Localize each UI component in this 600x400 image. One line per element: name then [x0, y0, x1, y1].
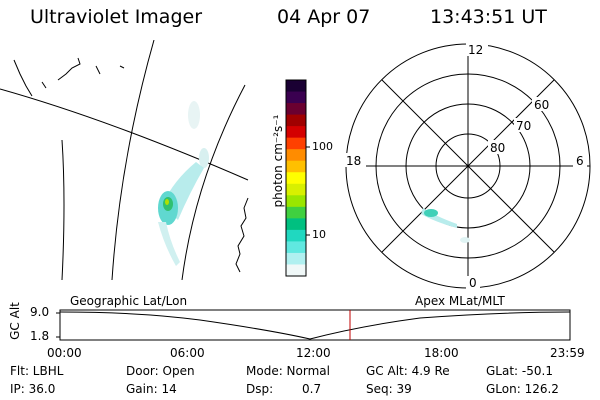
- instrument-status-footer: Flt: LBHL IP: 36.0 Door: Open Gain: 14 M…: [0, 362, 600, 400]
- colorbar-panel: 100 10 photon cm⁻²s⁻¹: [262, 70, 333, 290]
- polar-mlt-label-0: 0: [469, 276, 477, 290]
- colorbar-segment: [286, 183, 306, 196]
- timeline-x-tick: 18:00: [424, 346, 459, 360]
- coastline-east: [235, 197, 249, 273]
- colorbar-tick-label: 10: [312, 228, 326, 241]
- observation-time: 13:43:51 UT: [430, 6, 547, 28]
- colorbar-units-label: photon cm⁻²s⁻¹: [271, 114, 285, 208]
- dsp-label: Dsp:: [246, 382, 274, 396]
- polar-aurora-faint: [460, 237, 470, 243]
- altitude-plot: [56, 309, 571, 341]
- colorbar-segment: [286, 241, 306, 254]
- colorbar-segment: [286, 218, 306, 231]
- coastline-1: [13, 59, 33, 97]
- orbit-timeline-panel: Geographic Lat/Lon Apex MLat/MLT GC Alt …: [0, 292, 600, 362]
- timeline-x-tick: 06:00: [170, 346, 205, 360]
- colorbar-segment: [286, 229, 306, 243]
- lon-curve: [0, 88, 249, 181]
- aurora-tail: [158, 222, 180, 266]
- timeline-y-tick: 9.0: [30, 305, 50, 319]
- ip-status: IP: 36.0: [10, 382, 56, 396]
- timeline-left-label: Geographic Lat/Lon: [70, 294, 188, 308]
- timeline-x-tick: 00:00: [47, 346, 82, 360]
- gc-alt-status: GC Alt: 4.9 Re: [366, 364, 450, 378]
- colorbar-segment: [286, 91, 306, 104]
- polar-aurora-core: [424, 209, 438, 217]
- coastline-3: [57, 57, 81, 81]
- sequence-status: Seq: 39: [366, 382, 412, 396]
- polar-lat-label-80: 80: [490, 141, 505, 155]
- geographic-map-panel: [0, 39, 262, 281]
- colorbar: [285, 79, 310, 277]
- timeline-right-label: Apex MLat/MLT: [415, 294, 505, 308]
- dsp-value: 0.7: [302, 382, 322, 396]
- colorbar-segment: [286, 126, 306, 139]
- aurora-faint-mid: [199, 148, 209, 168]
- colorbar-segment: [286, 80, 306, 93]
- coastline-2: [41, 81, 47, 89]
- colorbar-segment: [286, 103, 306, 116]
- colorbar-segment: [286, 160, 306, 173]
- colorbar-tick-label: 100: [312, 140, 333, 153]
- door-status: Door: Open: [126, 364, 195, 378]
- polar-mlt-label-12: 12: [468, 43, 483, 57]
- lat-arc-2: [111, 39, 155, 281]
- polar-lat-label-60: 60: [534, 98, 549, 112]
- app-title: Ultraviolet Imager: [30, 6, 203, 28]
- gain-status: Gain: 14: [126, 382, 177, 396]
- timeline-x-tick: 23:59: [550, 346, 585, 360]
- colorbar-segment: [286, 149, 306, 162]
- glon-status: GLon: 126.2: [486, 382, 559, 396]
- glat-status: GLat: -50.1: [486, 364, 553, 378]
- coastline-4: [95, 65, 101, 75]
- colorbar-segment: [286, 264, 306, 277]
- polar-lat-label-70: 70: [516, 119, 531, 133]
- polar-mlt-label-18: 18: [346, 154, 361, 168]
- aurora-hot-spot: [165, 199, 169, 205]
- colorbar-frame: [285, 79, 307, 277]
- magnetic-polar-plot: 12 18 6 0 60 70 80: [344, 42, 591, 290]
- magnetic-polar-plot-panel: 12 18 6 0 60 70 80: [335, 40, 600, 295]
- altitude-plot-frame: [59, 309, 571, 341]
- polar-diagonal-2: [381, 79, 555, 253]
- colorbar-segments: [286, 80, 306, 277]
- geographic-map: [0, 39, 249, 281]
- header: Ultraviolet Imager 04 Apr 07 13:43:51 UT: [0, 0, 600, 36]
- altitude-curve: [59, 311, 571, 340]
- aurora-faint-top: [188, 101, 200, 129]
- colorbar-segment: [286, 172, 306, 185]
- colorbar-segment: [286, 114, 306, 127]
- colorbar-segment: [286, 195, 306, 208]
- lat-arc-1: [61, 139, 65, 281]
- lat-arc-3: [181, 84, 246, 281]
- polar-mlt-label-6: 6: [576, 154, 584, 168]
- mode-status: Mode: Normal: [246, 364, 330, 378]
- timeline-x-tick: 12:00: [296, 346, 331, 360]
- colorbar-segment: [286, 206, 306, 219]
- aurora-emission: [158, 101, 209, 266]
- colorbar-segment: [286, 137, 306, 150]
- colorbar-segment: [286, 252, 306, 266]
- timeline-y-tick: 1.8: [30, 329, 50, 343]
- filter-status: Flt: LBHL: [10, 364, 64, 378]
- observation-date: 04 Apr 07: [277, 6, 371, 28]
- coastline-5: [119, 65, 125, 69]
